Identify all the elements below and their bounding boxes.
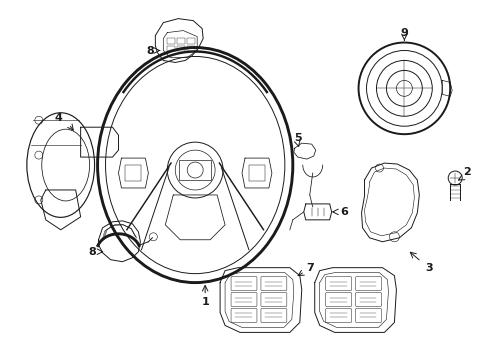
Text: 6: 6 [340, 207, 348, 217]
Bar [177, 37, 185, 44]
Bar [179, 160, 211, 180]
Bar [167, 37, 175, 44]
Text: 4: 4 [55, 113, 62, 123]
Bar [248, 165, 264, 181]
Bar [125, 165, 141, 181]
Text: 1: 1 [201, 297, 208, 306]
Text: 2: 2 [462, 167, 470, 177]
Bar [167, 45, 175, 51]
Bar [187, 45, 195, 51]
Text: 8: 8 [146, 45, 154, 55]
Text: 7: 7 [305, 263, 313, 273]
Text: 5: 5 [293, 133, 301, 143]
Text: 3: 3 [425, 263, 432, 273]
Bar [187, 37, 195, 44]
Text: 8: 8 [88, 247, 96, 257]
Bar [177, 45, 185, 51]
Text: 9: 9 [400, 28, 407, 37]
